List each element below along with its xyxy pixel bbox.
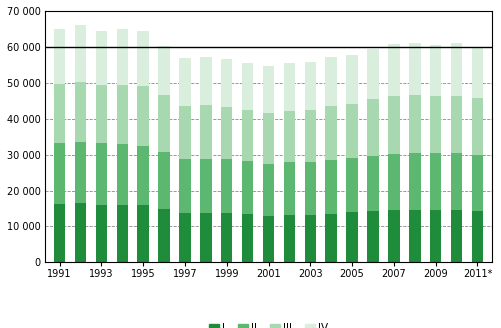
- Bar: [200, 105, 211, 159]
- Bar: [54, 204, 65, 262]
- Bar: [96, 205, 107, 262]
- Bar: [137, 205, 149, 262]
- Bar: [242, 161, 254, 214]
- Bar: [221, 213, 232, 262]
- Bar: [263, 164, 274, 216]
- Bar: [305, 162, 316, 215]
- Bar: [472, 154, 483, 211]
- Bar: [409, 43, 420, 95]
- Bar: [221, 159, 232, 213]
- Bar: [137, 146, 149, 205]
- Bar: [451, 210, 462, 262]
- Bar: [96, 31, 107, 85]
- Bar: [388, 210, 400, 262]
- Bar: [451, 43, 462, 96]
- Bar: [305, 110, 316, 162]
- Bar: [158, 46, 170, 95]
- Bar: [430, 96, 441, 153]
- Bar: [388, 154, 400, 210]
- Bar: [472, 98, 483, 154]
- Bar: [451, 153, 462, 210]
- Bar: [284, 63, 295, 111]
- Bar: [158, 152, 170, 209]
- Bar: [117, 205, 128, 262]
- Bar: [305, 215, 316, 262]
- Bar: [284, 215, 295, 262]
- Bar: [54, 84, 65, 143]
- Bar: [367, 211, 379, 262]
- Bar: [388, 44, 400, 96]
- Bar: [284, 162, 295, 215]
- Bar: [158, 95, 170, 152]
- Bar: [96, 143, 107, 205]
- Bar: [346, 55, 358, 104]
- Bar: [200, 57, 211, 105]
- Bar: [367, 156, 379, 211]
- Bar: [284, 111, 295, 162]
- Bar: [326, 106, 337, 160]
- Bar: [409, 210, 420, 262]
- Bar: [242, 110, 254, 161]
- Bar: [409, 95, 420, 153]
- Bar: [179, 106, 191, 159]
- Bar: [305, 62, 316, 110]
- Bar: [326, 56, 337, 106]
- Bar: [263, 113, 274, 164]
- Bar: [221, 107, 232, 159]
- Bar: [54, 143, 65, 204]
- Bar: [346, 104, 358, 158]
- Bar: [117, 29, 128, 85]
- Bar: [430, 45, 441, 96]
- Bar: [346, 158, 358, 212]
- Bar: [388, 96, 400, 154]
- Bar: [75, 25, 86, 82]
- Bar: [96, 85, 107, 143]
- Bar: [179, 213, 191, 262]
- Bar: [158, 209, 170, 262]
- Bar: [472, 47, 483, 98]
- Bar: [179, 58, 191, 106]
- Legend: I, II, III, IV: I, II, III, IV: [204, 319, 333, 328]
- Bar: [200, 213, 211, 262]
- Bar: [326, 160, 337, 214]
- Bar: [242, 63, 254, 110]
- Bar: [367, 49, 379, 99]
- Bar: [137, 86, 149, 146]
- Bar: [221, 59, 232, 107]
- Bar: [409, 153, 420, 210]
- Bar: [326, 214, 337, 262]
- Bar: [179, 159, 191, 213]
- Bar: [263, 216, 274, 262]
- Bar: [242, 214, 254, 262]
- Bar: [263, 66, 274, 113]
- Bar: [117, 144, 128, 205]
- Bar: [346, 212, 358, 262]
- Bar: [451, 96, 462, 153]
- Bar: [75, 82, 86, 142]
- Bar: [137, 31, 149, 86]
- Bar: [472, 211, 483, 262]
- Bar: [367, 99, 379, 156]
- Bar: [430, 210, 441, 262]
- Bar: [430, 153, 441, 210]
- Bar: [54, 29, 65, 84]
- Bar: [117, 85, 128, 144]
- Bar: [75, 203, 86, 262]
- Bar: [75, 142, 86, 203]
- Bar: [200, 159, 211, 213]
